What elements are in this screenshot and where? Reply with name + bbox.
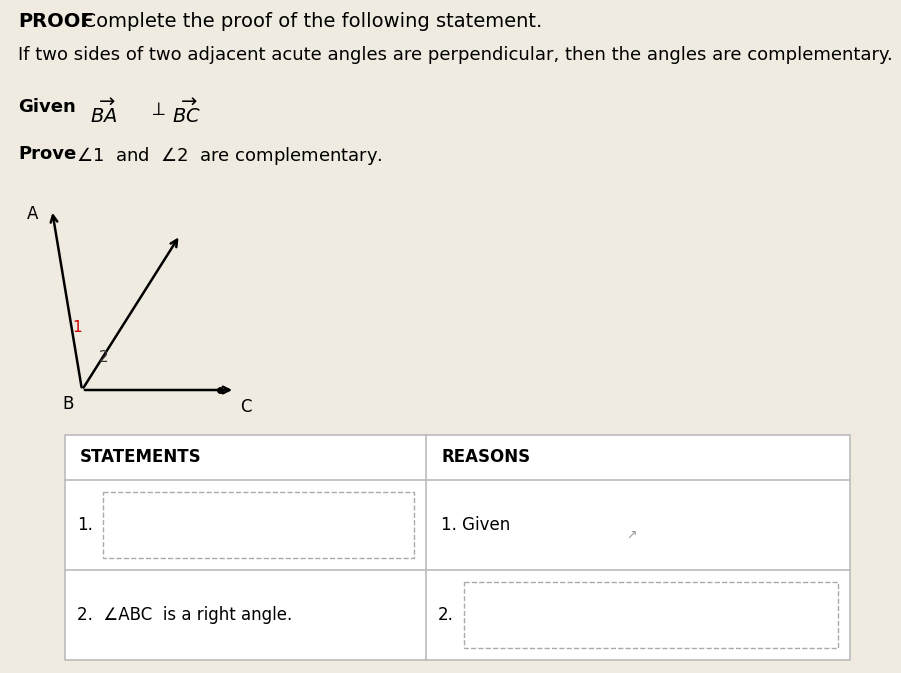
Text: $\angle 1$  and  $\angle 2$  are complementary.: $\angle 1$ and $\angle 2$ are complement… xyxy=(76,145,382,167)
Text: Complete the proof of the following statement.: Complete the proof of the following stat… xyxy=(70,12,542,31)
Text: ↗: ↗ xyxy=(626,528,637,542)
Text: $\perp$: $\perp$ xyxy=(148,100,167,119)
FancyBboxPatch shape xyxy=(103,492,414,558)
Text: Prove: Prove xyxy=(18,145,77,163)
Text: Given: Given xyxy=(18,98,76,116)
Text: 1. Given: 1. Given xyxy=(441,516,510,534)
Text: PROOF: PROOF xyxy=(18,12,94,31)
Text: $\overrightarrow{BA}$: $\overrightarrow{BA}$ xyxy=(90,98,117,127)
Text: If two sides of two adjacent acute angles are perpendicular, then the angles are: If two sides of two adjacent acute angle… xyxy=(18,46,893,64)
Text: A: A xyxy=(27,205,38,223)
Text: C: C xyxy=(240,398,251,416)
Text: 2: 2 xyxy=(99,351,109,365)
Text: 1: 1 xyxy=(72,320,82,336)
FancyBboxPatch shape xyxy=(464,582,838,648)
Text: REASONS: REASONS xyxy=(441,448,530,466)
Text: B: B xyxy=(63,395,74,413)
FancyBboxPatch shape xyxy=(65,435,850,660)
Text: STATEMENTS: STATEMENTS xyxy=(80,448,202,466)
Text: 1.: 1. xyxy=(77,516,93,534)
Text: 2.  ∠ABC  is a right angle.: 2. ∠ABC is a right angle. xyxy=(77,606,292,624)
Text: 2.: 2. xyxy=(438,606,454,624)
Text: $\overrightarrow{BC}$: $\overrightarrow{BC}$ xyxy=(172,98,201,127)
